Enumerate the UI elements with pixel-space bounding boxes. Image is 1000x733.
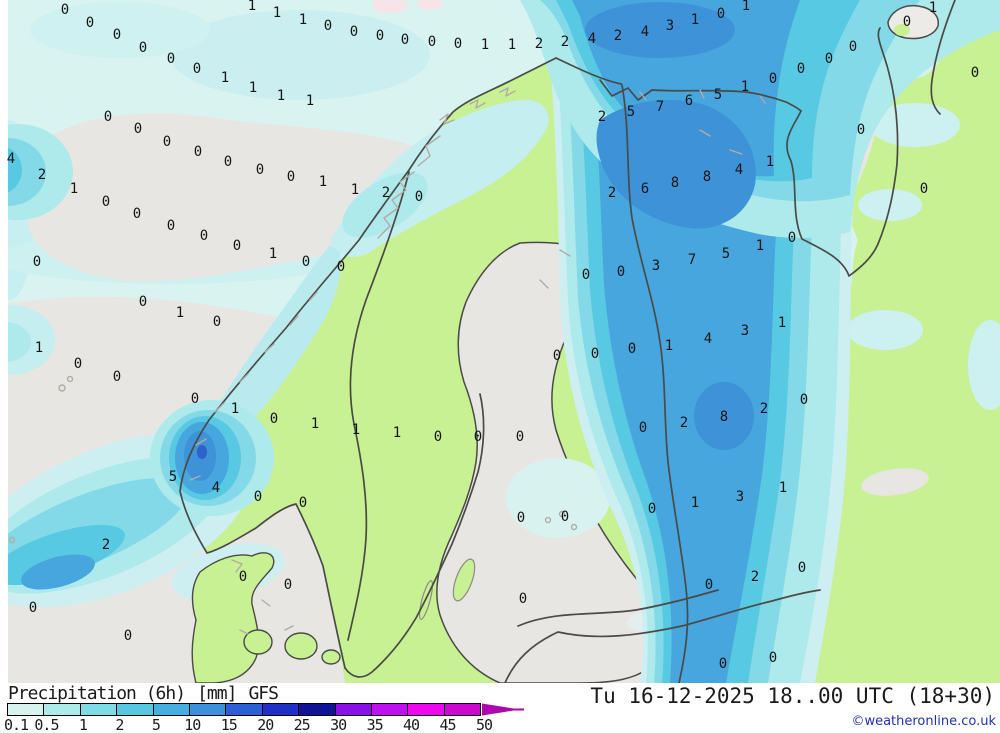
color-scale-label: 0.5 [34, 716, 59, 733]
color-scale-cell [117, 704, 154, 715]
color-scale-label: 2 [115, 716, 124, 733]
legend-title-text: Precipitation (6h) [8, 683, 186, 704]
color-scale-label: 45 [439, 716, 457, 733]
color-scale-label: 50 [475, 716, 493, 733]
color-scale-label: 5 [151, 716, 161, 733]
color-scale-cell [262, 704, 300, 715]
map-canvas [0, 0, 1000, 683]
color-scale-cell [8, 704, 45, 715]
color-scale-label: 35 [366, 716, 384, 733]
color-scale-cell [226, 704, 263, 715]
color-scale-label: 1 [78, 716, 88, 733]
legend-title: Precipitation (6h) [mm] GFS [8, 683, 279, 704]
color-scale-label: 10 [184, 716, 201, 733]
color-scale-labels: 0.1 0.5 1 2 5 10 15 20 25 30 35 40 45 50 [0, 716, 540, 733]
pink-patches [372, 0, 443, 13]
precip-dark-cores [596, 100, 756, 450]
legend-unit: [mm] [197, 683, 237, 704]
lofoten-islands [377, 135, 441, 239]
map-left-margin [0, 0, 8, 683]
finland-russia-border [621, 84, 689, 683]
color-scale-label: 15 [220, 716, 238, 733]
color-scale-label: 20 [257, 716, 274, 733]
color-scale-cell [80, 704, 118, 715]
color-scale-label: 0.1 [3, 716, 29, 733]
legend-model: GFS [248, 683, 278, 704]
gray-patch-russia [861, 468, 929, 496]
white-sea-coast [786, 27, 899, 277]
color-scale-cell [189, 704, 227, 715]
legend-bar-area: Precipitation (6h) [mm] GFS Tu 16-12-2025 … [0, 683, 1000, 733]
color-scale-cell [335, 704, 372, 715]
color-scale-label: 40 [403, 716, 420, 733]
coastlines-dark [179, 0, 956, 683]
aland-sea-pale [506, 458, 610, 538]
color-scale-cell [444, 704, 481, 715]
color-scale-bar [7, 703, 481, 716]
barents-coast [555, 57, 802, 112]
color-scale-arrow [482, 703, 524, 716]
denmark [191, 552, 341, 683]
color-scale-cell [153, 704, 190, 715]
copyright-link[interactable]: ©weatheronline.co.uk [851, 714, 996, 729]
forecast-datetime: Tu 16-12-2025 18..00 UTC (18+30) [590, 684, 995, 708]
color-scale-cell [44, 704, 81, 715]
gotland [452, 558, 476, 602]
color-scale-cell [299, 704, 336, 715]
kolguyev-island [887, 4, 940, 40]
estonia-coast [504, 589, 821, 683]
norway-sweden-border [347, 171, 410, 641]
color-scale-label: 25 [293, 716, 311, 733]
left-edge-precip-cells [0, 124, 73, 375]
color-scale-label: 30 [330, 716, 347, 733]
sweden-east-coast [344, 393, 485, 678]
color-scale-cell [408, 704, 445, 715]
color-scale-cell [371, 704, 409, 715]
gulf-of-finland-coast [517, 589, 719, 627]
kanin-coast [930, 0, 956, 115]
coastlines-detail [8, 87, 766, 635]
